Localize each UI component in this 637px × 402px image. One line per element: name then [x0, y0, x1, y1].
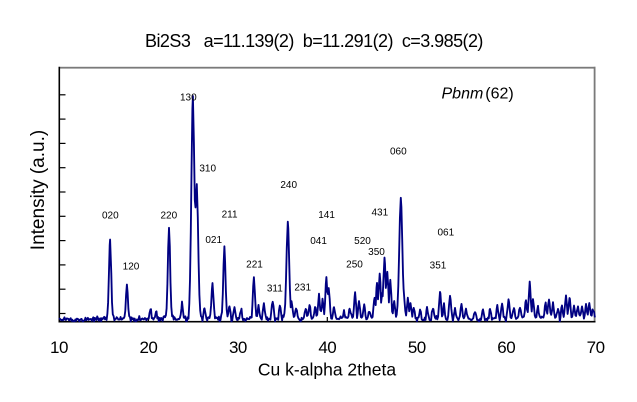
svg-text:310: 310 [199, 164, 216, 175]
svg-text:Bi2S3 a=11.139(2) b=11.291(: Bi2S3 a=11.139(2) b=11.291(2) c=3.985(2) [145, 31, 483, 51]
svg-text:120: 120 [123, 261, 140, 272]
svg-text:061: 061 [437, 228, 454, 239]
svg-text:40: 40 [318, 338, 336, 357]
svg-text:311: 311 [267, 284, 283, 295]
svg-text:351: 351 [430, 260, 447, 271]
svg-text:520: 520 [354, 236, 371, 247]
svg-text:70: 70 [587, 338, 605, 357]
svg-text:141: 141 [318, 210, 335, 221]
svg-text:220: 220 [160, 211, 177, 222]
svg-text:240: 240 [280, 180, 297, 191]
svg-text:021: 021 [205, 235, 222, 246]
svg-text:250: 250 [346, 260, 363, 271]
svg-text:020: 020 [102, 211, 119, 222]
svg-text:50: 50 [408, 338, 426, 357]
svg-text:20: 20 [139, 338, 157, 357]
svg-text:130: 130 [180, 92, 197, 103]
svg-text:431: 431 [371, 208, 388, 219]
svg-text:231: 231 [294, 283, 311, 294]
svg-text:060: 060 [390, 147, 407, 158]
svg-text:041: 041 [310, 236, 327, 247]
svg-text:Cu k-alpha 2theta: Cu k-alpha 2theta [258, 360, 396, 380]
svg-text:221: 221 [246, 260, 263, 271]
svg-text:10: 10 [50, 338, 68, 357]
svg-text:30: 30 [229, 338, 247, 357]
svg-text:Intensity (a.u.): Intensity (a.u.) [28, 130, 49, 250]
svg-text:60: 60 [497, 338, 515, 357]
svg-text:350: 350 [368, 247, 385, 258]
svg-text:211: 211 [222, 209, 238, 220]
svg-text:Pbnm(62): Pbnm (62) [442, 86, 514, 103]
